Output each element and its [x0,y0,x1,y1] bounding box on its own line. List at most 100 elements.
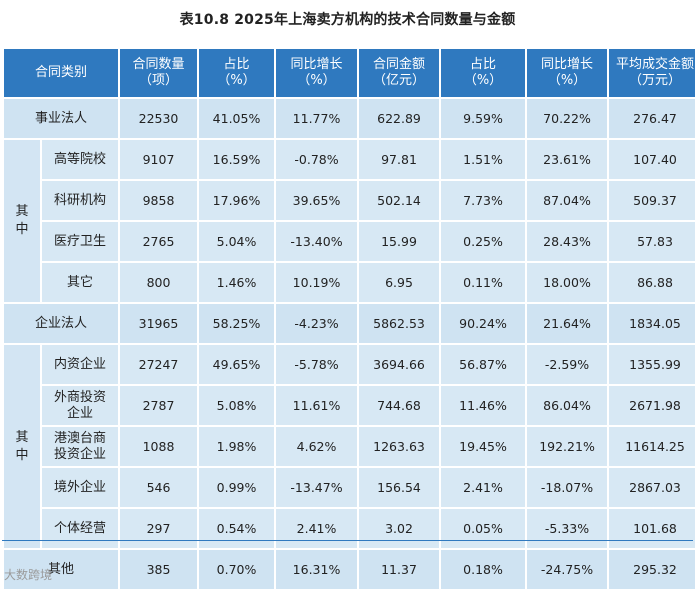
contract-table: 合同类别 合同数量 （项） 占比 （%） 同比增长 （%） 合同金额 （亿元） 占比 （%） 同比增长… [2,47,695,591]
table-cell: 3694.66 [359,345,440,384]
table-cell: 3.02 [359,509,440,548]
table-row: 其他 385 0.70% 16.31% 11.37 0.18% -24.75% 295.32 [4,550,695,589]
table-cell: 21.64% [527,304,608,343]
table-cell: -2.59% [527,345,608,384]
row-label: 境外企业 [42,468,119,507]
table-cell: 101.68 [609,509,695,548]
table-cell: 5.04% [199,222,275,261]
table-cell: -0.78% [276,140,358,179]
table-cell: 41.05% [199,99,275,138]
column-header: 合同类别 [4,49,119,97]
table-cell: 6.95 [359,263,440,302]
table-cell: 509.37 [609,181,695,220]
table-cell: 87.04% [527,181,608,220]
table-cell: 744.68 [359,386,440,425]
table-row: 科研机构 9858 17.96% 39.65% 502.14 7.73% 87.04% 509… [4,181,695,220]
column-header: 同比增长 （%） [527,49,608,97]
table-cell: 58.25% [199,304,275,343]
table-cell: 4.62% [276,427,358,466]
table-cell: 0.99% [199,468,275,507]
column-header: 占比 （%） [441,49,526,97]
table-bottom-rule [2,540,693,541]
table-cell: 56.87% [441,345,526,384]
table-cell: 86.88 [609,263,695,302]
table-cell: 49.65% [199,345,275,384]
table-cell: 0.05% [441,509,526,548]
table-cell: 1.98% [199,427,275,466]
watermark: 大数跨境 [4,568,53,582]
table-row: 事业法人 22530 41.05% 11.77% 622.89 9.59% 70.22% 27… [4,99,695,138]
column-header: 合同数量 （项） [120,49,198,97]
table-cell: 16.31% [276,550,358,589]
row-label: 个体经营 [42,509,119,548]
row-label: 外商投资 企业 [42,386,119,425]
table-cell: 39.65% [276,181,358,220]
table-cell: 2765 [120,222,198,261]
table-cell: 11614.25 [609,427,695,466]
table-cell: 276.47 [609,99,695,138]
table-body: 事业法人 22530 41.05% 11.77% 622.89 9.59% 70.22% 27… [4,99,695,589]
table-cell: 502.14 [359,181,440,220]
column-header: 合同金额 （亿元） [359,49,440,97]
table-cell: 9858 [120,181,198,220]
table-row: 其它 800 1.46% 10.19% 6.95 0.11% 18.00% 86.88 [4,263,695,302]
table-cell: 1834.05 [609,304,695,343]
table-cell: 23.61% [527,140,608,179]
table-cell: 546 [120,468,198,507]
table-row: 境外企业 546 0.99% -13.47% 156.54 2.41% -18.07% 286… [4,468,695,507]
table-row: 港澳台商 投资企业 1088 1.98% 4.62% 1263.63 19.45% 192.2… [4,427,695,466]
row-label: 高等院校 [42,140,119,179]
table-cell: 2.41% [276,509,358,548]
table-title: 表10.8 2025年上海卖方机构的技术合同数量与金额 [179,12,516,28]
column-header: 同比增长 （%） [276,49,358,97]
row-label: 内资企业 [42,345,119,384]
table-cell: 31965 [120,304,198,343]
table-cell: 15.99 [359,222,440,261]
row-label: 医疗卫生 [42,222,119,261]
table-cell: 11.46% [441,386,526,425]
table-cell: 7.73% [441,181,526,220]
row-label: 科研机构 [42,181,119,220]
table-cell: 297 [120,509,198,548]
table-cell: 9.59% [441,99,526,138]
table-cell: 156.54 [359,468,440,507]
table-row: 企业法人 31965 58.25% -4.23% 5862.53 90.24% 21.64%… [4,304,695,343]
table-cell: 70.22% [527,99,608,138]
table-cell: 1.46% [199,263,275,302]
table-cell: 11.77% [276,99,358,138]
header-row: 合同类别 合同数量 （项） 占比 （%） 同比增长 （%） 合同金额 （亿元） 占比 （%） 同比增长… [4,49,695,97]
table-cell: 10.19% [276,263,358,302]
table-cell: 0.54% [199,509,275,548]
column-header: 占比 （%） [199,49,275,97]
table-cell: -4.23% [276,304,358,343]
row-label: 港澳台商 投资企业 [42,427,119,466]
table-row: 外商投资 企业 2787 5.08% 11.61% 744.68 11.46% 86.04% 2… [4,386,695,425]
table-cell: 11.61% [276,386,358,425]
table-cell: -18.07% [527,468,608,507]
table-cell: 2671.98 [609,386,695,425]
table-cell: 0.18% [441,550,526,589]
table-cell: -24.75% [527,550,608,589]
table-row: 个体经营 297 0.54% 2.41% 3.02 0.05% -5.33% 101.68 [4,509,695,548]
table-cell: 27247 [120,345,198,384]
table-cell: 28.43% [527,222,608,261]
table-cell: 800 [120,263,198,302]
table-cell: 1088 [120,427,198,466]
table-cell: 2867.03 [609,468,695,507]
table-cell: -5.33% [527,509,608,548]
table-cell: 2.41% [441,468,526,507]
table-cell: 17.96% [199,181,275,220]
table-cell: 57.83 [609,222,695,261]
table-cell: 97.81 [359,140,440,179]
table-row: 其中内资企业 27247 49.65% -5.78% 3694.66 56.87% -2.5… [4,345,695,548]
table-cell: 5.08% [199,386,275,425]
table-cell: -13.40% [276,222,358,261]
table-cell: 295.32 [609,550,695,589]
table-cell: 0.11% [441,263,526,302]
group-label: 其中 [4,140,40,302]
table-cell: -13.47% [276,468,358,507]
table-cell: 9107 [120,140,198,179]
table-cell: 385 [120,550,198,589]
table-cell: 0.25% [441,222,526,261]
table-cell: 90.24% [441,304,526,343]
